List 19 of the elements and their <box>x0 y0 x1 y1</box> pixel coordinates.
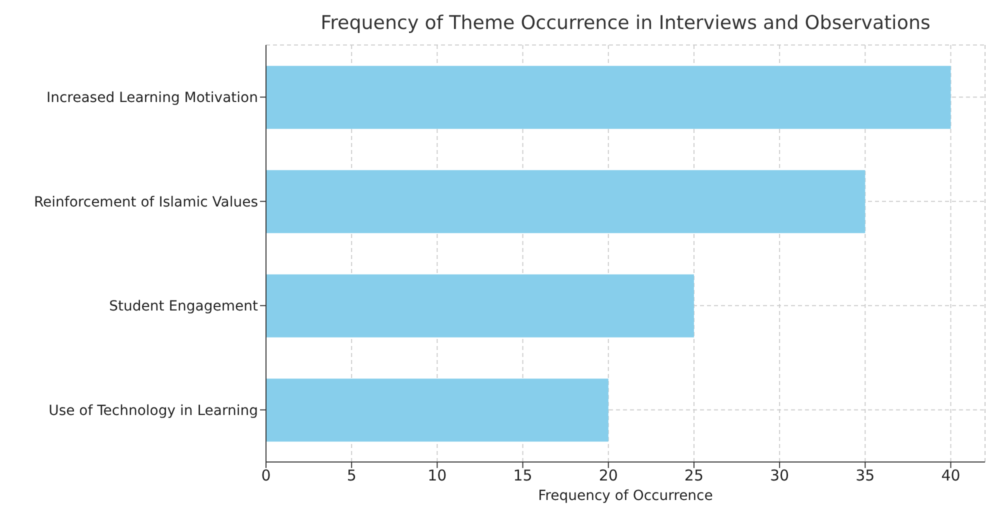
x-tick-label: 30 <box>770 466 790 485</box>
bar <box>266 378 608 442</box>
x-tick-label: 40 <box>941 466 960 485</box>
y-tick-label: Use of Technology in Learning <box>48 402 258 419</box>
y-tick-label: Reinforcement of Islamic Values <box>34 194 258 210</box>
x-tick-label: 15 <box>513 466 532 485</box>
y-tick-label: Student Engagement <box>109 298 259 315</box>
chart-title: Frequency of Theme Occurrence in Interviews and Observations <box>320 12 932 34</box>
x-tick-label: 20 <box>598 466 618 485</box>
x-axis-title: Frequency of Occurrence <box>538 488 713 504</box>
bar <box>266 66 951 129</box>
y-tick-label: Increased Learning Motivation <box>46 90 258 106</box>
bar <box>266 274 694 338</box>
bar <box>266 170 866 234</box>
x-tick-label: 5 <box>346 466 356 485</box>
x-tick-label: 25 <box>684 466 704 485</box>
x-tick-label: 10 <box>428 466 447 485</box>
x-tick-label: 0 <box>261 466 271 485</box>
x-tick-label: 35 <box>856 466 875 485</box>
